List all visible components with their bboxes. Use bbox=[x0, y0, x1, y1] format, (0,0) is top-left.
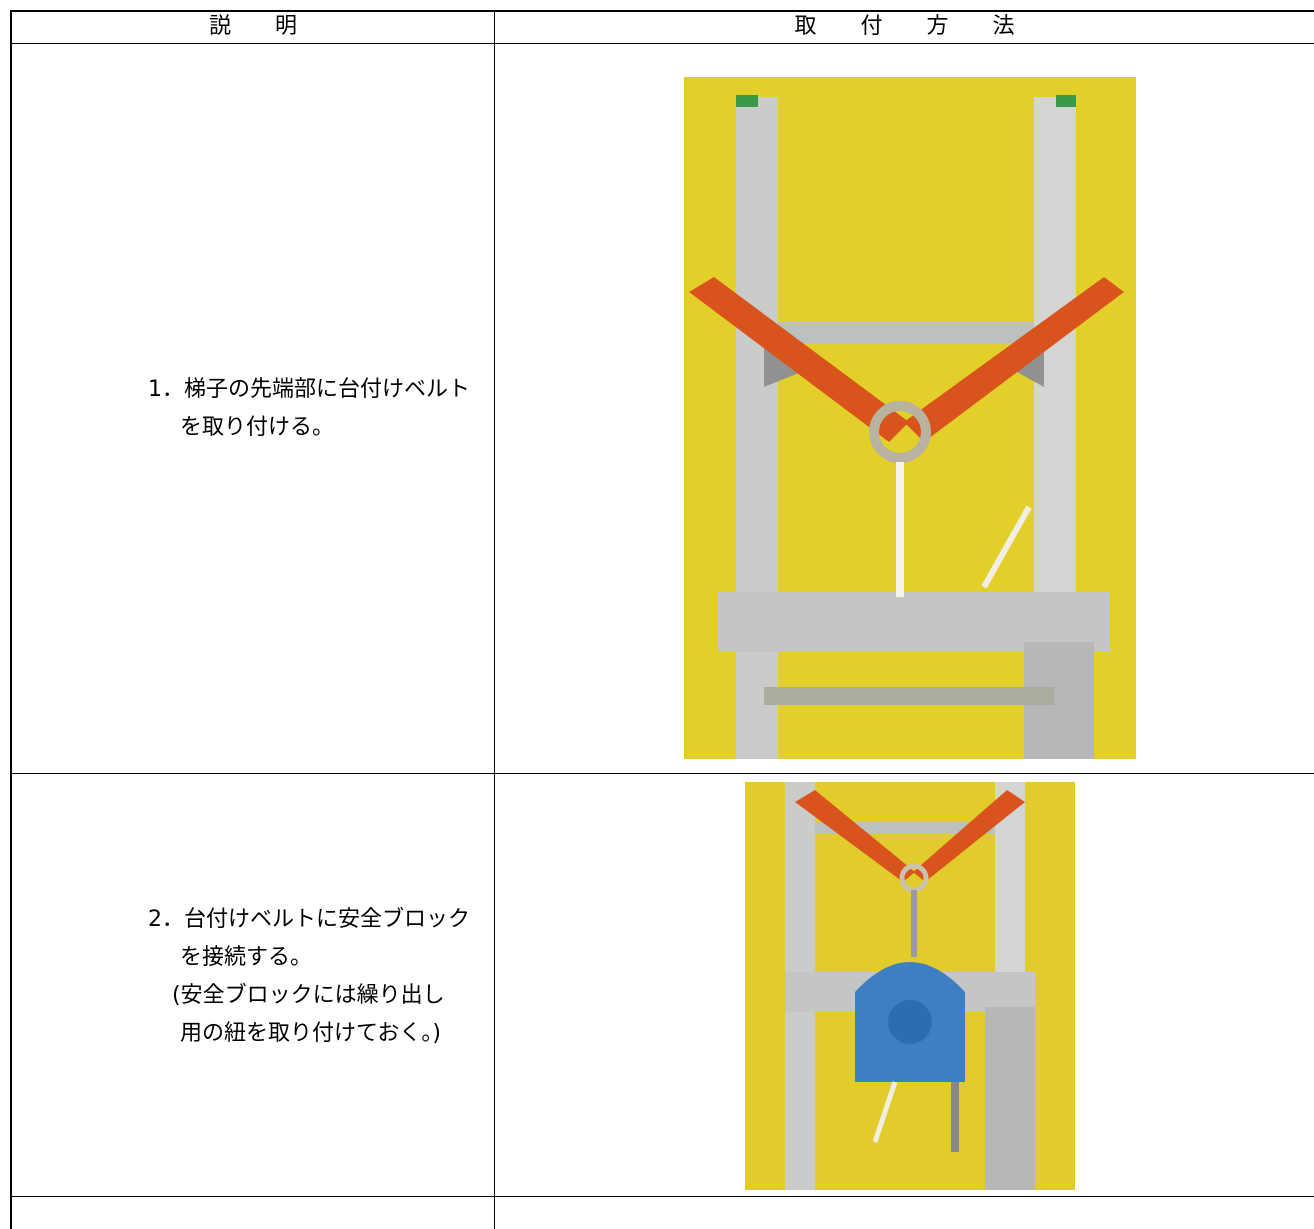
table-border bbox=[494, 10, 495, 1229]
description-line: を接続する。 bbox=[180, 945, 313, 970]
description-line: 1．梯子の先端部に台付けベルト bbox=[148, 377, 470, 402]
table-border bbox=[10, 10, 1314, 12]
photo bbox=[684, 77, 1136, 759]
photo bbox=[745, 782, 1075, 1190]
description-line: 用の紐を取り付けておく。) bbox=[180, 1021, 441, 1046]
header-cell: 説 明 bbox=[208, 14, 297, 39]
header-cell: 取 付 方 法 bbox=[794, 14, 1015, 39]
description-line: 2．台付けベルトに安全ブロック bbox=[148, 907, 470, 932]
table-border bbox=[10, 773, 1314, 774]
table-border bbox=[10, 10, 12, 1229]
description-line: (安全ブロックには繰り出し bbox=[172, 983, 445, 1008]
table-border bbox=[10, 1196, 1314, 1197]
description-line: を取り付ける。 bbox=[180, 415, 335, 440]
table-border bbox=[10, 43, 1314, 44]
